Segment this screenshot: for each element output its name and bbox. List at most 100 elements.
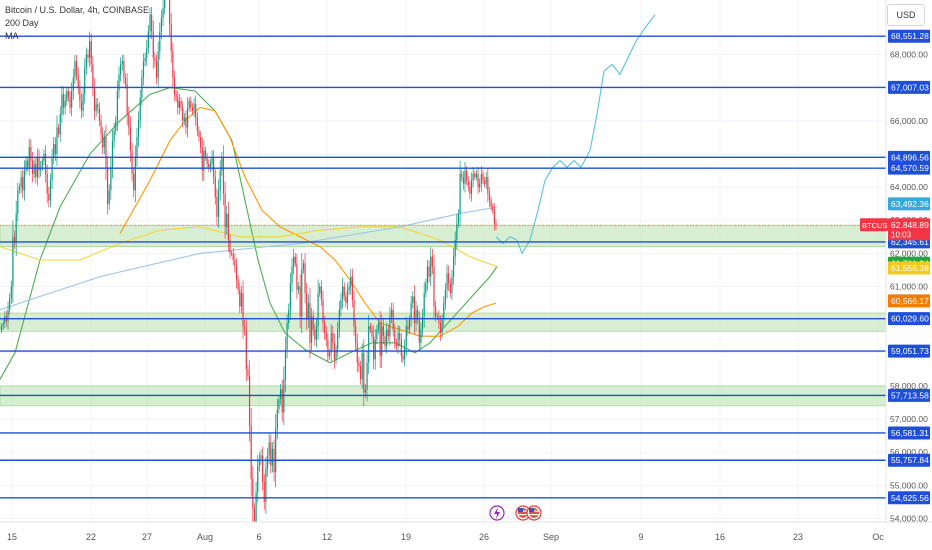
candle <box>239 282 241 314</box>
candle <box>196 112 198 137</box>
candle-body <box>412 296 414 304</box>
candle <box>75 54 78 81</box>
symbol-tag-text: BTCUSD <box>862 221 893 230</box>
candle <box>479 178 481 193</box>
candle-body <box>149 14 151 32</box>
price-tag: 63,492.36 <box>888 197 930 211</box>
candle-body <box>457 213 460 224</box>
candle <box>20 170 22 194</box>
candle <box>17 182 19 222</box>
candle-body <box>196 117 198 131</box>
candle <box>291 257 293 292</box>
time-axis <box>0 522 932 550</box>
candle <box>278 394 280 414</box>
candle-body <box>190 100 192 108</box>
candle-body <box>475 173 478 178</box>
candle-body <box>402 356 404 360</box>
candle-body <box>105 137 107 168</box>
candle <box>2 319 4 330</box>
candle <box>144 52 146 67</box>
candle-body <box>72 77 74 91</box>
candle <box>10 280 12 304</box>
candle <box>110 157 112 200</box>
candle-body <box>328 352 331 357</box>
candle-body <box>27 160 29 168</box>
candle <box>217 179 220 229</box>
candle <box>162 0 164 26</box>
candle-body <box>291 266 293 284</box>
candle-body <box>159 31 161 52</box>
candle-body <box>23 170 25 191</box>
candle <box>400 333 402 363</box>
candle-body <box>410 303 412 320</box>
candle <box>67 86 70 103</box>
candle-body <box>164 0 166 9</box>
level-tag: 54,625.56 <box>888 491 930 505</box>
candle <box>201 137 203 181</box>
candle <box>22 169 24 199</box>
candle <box>12 220 14 303</box>
candle-body <box>487 177 489 194</box>
candle <box>456 214 458 250</box>
candle-body <box>201 147 203 171</box>
candle-body <box>250 425 252 479</box>
candle <box>284 336 287 393</box>
candle <box>258 452 260 472</box>
candle <box>232 248 234 266</box>
candle-body <box>30 147 32 161</box>
candle-body <box>92 64 94 88</box>
candle-body <box>74 61 76 78</box>
x-tick-label: Oc <box>872 532 884 542</box>
candle-body <box>252 478 254 509</box>
candle-body <box>384 336 386 347</box>
candle <box>488 186 491 208</box>
candle <box>170 12 172 64</box>
candle <box>4 311 6 329</box>
candle <box>128 106 130 136</box>
candle-body <box>18 187 21 191</box>
candle-body <box>417 309 419 320</box>
candle-body <box>234 259 236 267</box>
candle <box>222 145 225 206</box>
candle <box>289 272 291 320</box>
candle <box>227 201 229 253</box>
candle <box>206 152 208 169</box>
candle-body <box>278 399 280 410</box>
candle <box>268 433 270 465</box>
candle <box>9 293 11 315</box>
currency-button[interactable]: USD <box>887 4 925 26</box>
candle-body <box>363 352 365 393</box>
level-tag: 60,029.60 <box>888 312 930 326</box>
candle <box>320 280 322 306</box>
y-tick-label: 61,000.00 <box>890 282 928 292</box>
candle <box>242 280 244 340</box>
candle <box>415 301 417 332</box>
candle-body <box>224 193 226 227</box>
candle <box>346 282 349 311</box>
candle-body <box>320 286 322 300</box>
candle-body <box>193 104 195 111</box>
candle-body <box>253 508 256 522</box>
candle-body <box>85 54 87 68</box>
y-tick-label: 58,000.00 <box>890 381 928 391</box>
candle <box>343 282 345 301</box>
candle-body <box>470 180 473 194</box>
candle <box>474 170 476 180</box>
candle-body <box>418 319 420 343</box>
candle-body <box>390 309 393 317</box>
candle <box>495 218 497 231</box>
indicator-ma: MA <box>5 31 19 41</box>
candle <box>410 296 412 327</box>
candle-body <box>495 223 497 226</box>
candle <box>444 282 447 311</box>
candle-body <box>121 61 123 65</box>
candle <box>195 95 197 127</box>
candle-body <box>461 173 463 178</box>
level-tag: 57,713.58 <box>888 388 930 402</box>
candle-body <box>279 389 282 400</box>
candle-body <box>123 61 125 78</box>
candle-body <box>255 491 257 522</box>
level-tag-text: 57,713.58 <box>891 390 929 400</box>
candle-body <box>451 276 453 294</box>
